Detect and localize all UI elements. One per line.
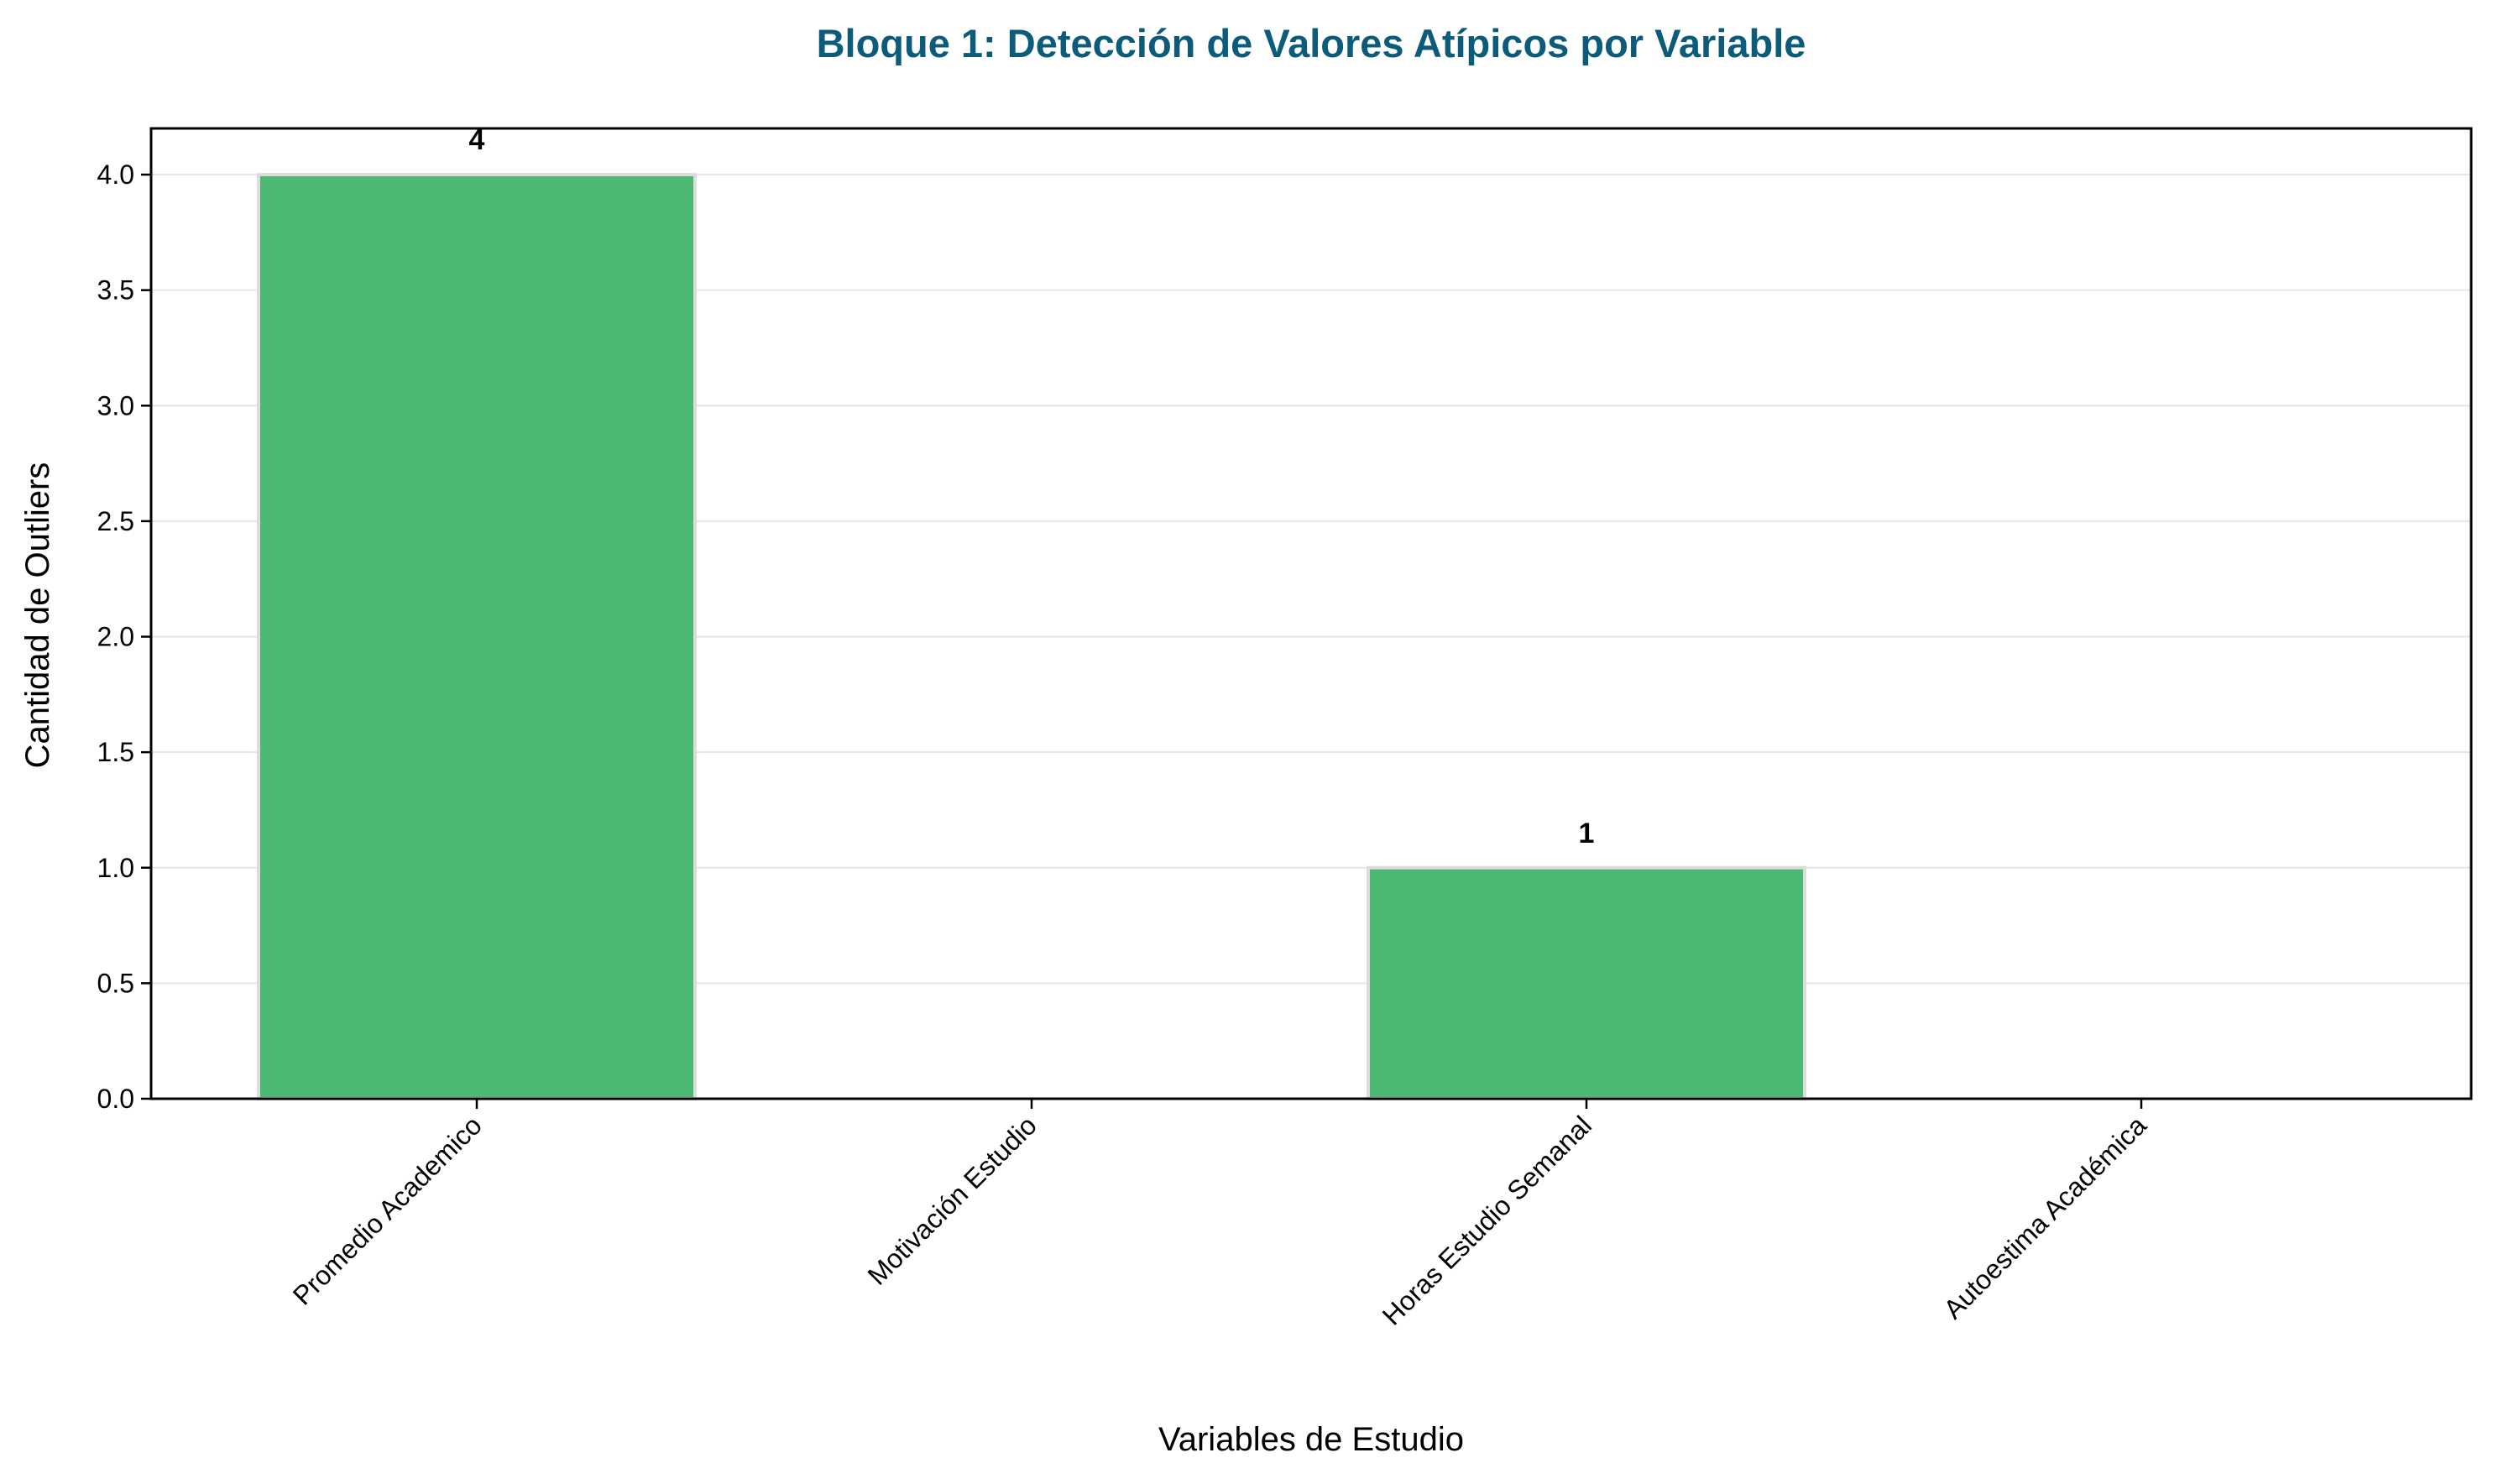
x-tick-label: Promedio Academico [287, 1110, 488, 1310]
x-tick-label: Autoestima Académica [1937, 1110, 2152, 1325]
x-axis-label: Variables de Estudio [1158, 1421, 1464, 1458]
y-tick-label: 1.5 [97, 737, 134, 767]
y-tick-label: 2.5 [97, 506, 134, 536]
chart-title: Bloque 1: Detección de Valores Atípicos … [817, 21, 1806, 65]
data-label: 1 [1579, 818, 1595, 849]
y-tick-label: 0.5 [97, 968, 134, 998]
y-axis: 0.0 0.5 1.0 1.5 2.0 2.5 3.0 3.5 4.0 [97, 159, 151, 1114]
y-tick-label: 3.0 [97, 390, 134, 421]
y-tick-label: 3.5 [97, 275, 134, 306]
bar [1367, 865, 1806, 1101]
bar [257, 173, 697, 1101]
x-tick-label: Motivación Estudio [862, 1110, 1043, 1290]
y-tick-label: 4.0 [97, 159, 134, 190]
plot-frame [149, 127, 2473, 1100]
data-label: 4 [469, 124, 485, 156]
bars [257, 173, 1806, 1101]
y-tick-label: 1.0 [97, 853, 134, 883]
data-labels: 41 [469, 124, 1595, 849]
y-tick-label: 2.0 [97, 622, 134, 652]
x-axis: Promedio Academico Motivación Estudio Hora… [287, 1099, 2152, 1331]
x-tick-label: Horas Estudio Semanal [1377, 1110, 1597, 1330]
y-tick-label: 0.0 [97, 1084, 134, 1114]
y-axis-label: Cantidad de Outliers [19, 462, 56, 769]
